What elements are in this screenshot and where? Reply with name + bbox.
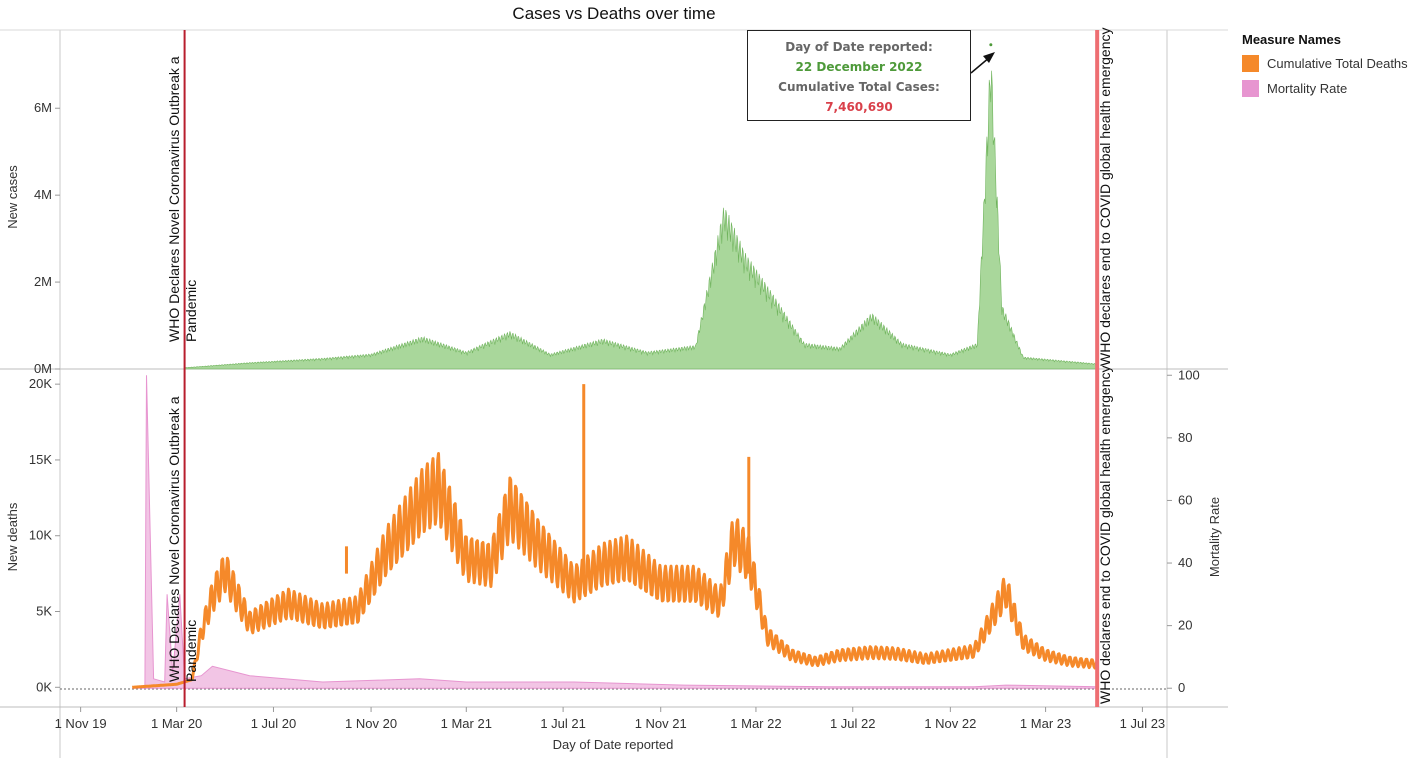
chart-svg: 0M 2M 4M 6M 0K 5K 10K 15K 20K 0 20 40 60 80 100 1 Nov 1… xyxy=(0,28,1228,758)
legend-title: Measure Names xyxy=(1242,32,1341,47)
right-y-axis-title: Mortality Rate xyxy=(1207,497,1222,577)
x-tick-label: 1 Mar 20 xyxy=(151,716,202,731)
legend-item-mortality[interactable]: Mortality Rate xyxy=(1242,76,1422,101)
mortality-rate-area xyxy=(132,375,1098,689)
bottom-y-tick-label: 0K xyxy=(36,679,52,694)
x-tick-label: 1 Nov 22 xyxy=(924,716,976,731)
top-y-tick-label: 2M xyxy=(34,274,52,289)
x-tick-label: 1 Jul 20 xyxy=(251,716,297,731)
who-start-annotation-top-line2: Pandemic xyxy=(183,280,199,342)
tooltip-cases-label: Cumulative Total Cases: xyxy=(778,80,940,94)
who-start-annotation-bottom-line2: Pandemic xyxy=(183,620,199,682)
top-y-tick-label: 4M xyxy=(34,187,52,202)
new-cases-area xyxy=(184,70,1098,370)
who-start-annotation-top-line1: WHO Declares Novel Coronavirus Outbreak … xyxy=(166,56,182,342)
who-end-annotation-top: WHO declares end to COVID global health … xyxy=(1097,28,1113,367)
right-y-tick-label: 60 xyxy=(1178,492,1192,507)
bottom-y-tick-label: 10K xyxy=(29,528,52,543)
legend-label-mortality: Mortality Rate xyxy=(1267,81,1348,96)
x-axis-title: Day of Date reported xyxy=(553,737,674,752)
right-y-tick-label: 80 xyxy=(1178,430,1192,445)
bottom-y-tick-label: 5K xyxy=(36,604,52,619)
x-tick-label: 1 Mar 23 xyxy=(1020,716,1071,731)
legend-swatch-deaths xyxy=(1242,55,1259,72)
who-start-annotation-bottom-line1: WHO Declares Novel Coronavirus Outbreak … xyxy=(166,396,182,682)
reference-lines xyxy=(183,30,1100,707)
top-y-tick-label: 0M xyxy=(34,361,52,376)
bottom-y-tick-label: 15K xyxy=(29,452,52,467)
right-y-tick-label: 0 xyxy=(1178,680,1185,695)
new-cases-marks xyxy=(184,43,1098,370)
legend-label-deaths: Cumulative Total Deaths xyxy=(1267,56,1408,71)
x-tick-label: 1 Jul 22 xyxy=(830,716,876,731)
legend: Measure Names Cumulative Total Deaths Mo… xyxy=(1242,32,1422,101)
peak-tooltip: Day of Date reported: 22 December 2022 C… xyxy=(747,30,971,121)
x-tick-label: 1 Mar 22 xyxy=(730,716,781,731)
new-deaths-marks xyxy=(131,375,1099,689)
tooltip-arrowhead xyxy=(983,52,995,63)
x-tick-label: 1 Jul 23 xyxy=(1120,716,1166,731)
new-cases-peak-point xyxy=(989,43,993,47)
x-tick-label: 1 Mar 21 xyxy=(441,716,492,731)
who-end-annotation-bottom: WHO declares end to COVID global health … xyxy=(1097,366,1113,705)
tooltip-date-value: 22 December 2022 xyxy=(795,60,923,74)
axis-ticks: 0M 2M 4M 6M 0K 5K 10K 15K 20K 0 20 40 60 80 100 1 Nov 1… xyxy=(29,100,1200,731)
legend-item-deaths[interactable]: Cumulative Total Deaths xyxy=(1242,51,1422,76)
top-y-axis-title: New cases xyxy=(5,165,20,229)
tooltip-date-label: Day of Date reported: xyxy=(785,40,933,54)
top-y-tick-label: 6M xyxy=(34,100,52,115)
x-tick-label: 1 Nov 20 xyxy=(345,716,397,731)
x-tick-label: 1 Nov 19 xyxy=(55,716,107,731)
legend-swatch-mortality xyxy=(1242,80,1259,97)
right-y-tick-label: 100 xyxy=(1178,367,1200,382)
x-tick-label: 1 Nov 21 xyxy=(635,716,687,731)
right-y-tick-label: 40 xyxy=(1178,555,1192,570)
bottom-y-tick-label: 20K xyxy=(29,376,52,391)
bottom-y-axis-title: New deaths xyxy=(5,502,20,571)
new-deaths-line xyxy=(131,452,1099,689)
tooltip-cases-value: 7,460,690 xyxy=(825,100,893,114)
x-tick-label: 1 Jul 21 xyxy=(540,716,586,731)
chart-title: Cases vs Deaths over time xyxy=(512,4,716,23)
right-y-tick-label: 20 xyxy=(1178,618,1192,633)
